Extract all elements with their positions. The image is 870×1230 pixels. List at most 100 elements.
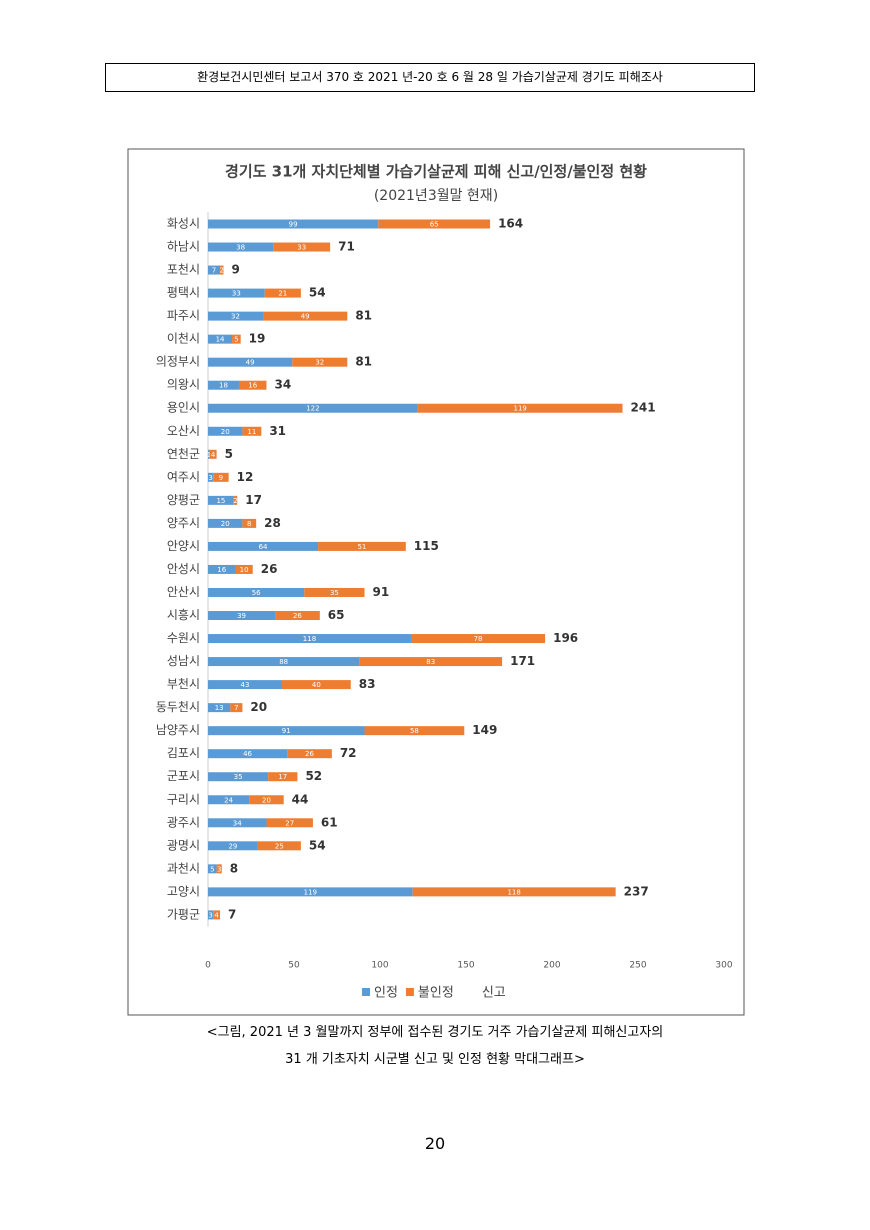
y-tick-label: 광주시	[167, 815, 200, 829]
bar-label: 33	[297, 244, 306, 252]
bar-label: 4	[211, 451, 216, 459]
bar-label: 3	[208, 911, 212, 919]
legend-label: 인정	[374, 986, 398, 1001]
y-tick-label: 과천시	[167, 860, 200, 875]
bar-segment	[412, 887, 616, 897]
y-tick-label: 여주시	[167, 470, 200, 484]
bar-label: 26	[305, 750, 314, 758]
bar-segment	[208, 219, 379, 229]
bar-label: 27	[285, 819, 294, 827]
bar-segment	[208, 472, 214, 482]
y-tick-label: 광명시	[167, 838, 200, 852]
bar-label: 38	[236, 244, 245, 252]
total-label: 115	[414, 539, 439, 553]
bar-label: 26	[293, 612, 302, 620]
bar-segment	[208, 541, 319, 551]
total-label: 12	[237, 470, 254, 484]
bar-segment	[410, 634, 546, 644]
chart-title: 경기도 31개 자치단체별 가습기살균제 피해 신고/인정/불인정 현황	[225, 163, 647, 181]
y-tick-label: 양평군	[167, 493, 200, 507]
bar-segment	[208, 910, 214, 920]
header: 환경보건시민센터 보고서 370 호 2021 년-20 호 6 월 28 일 …	[105, 63, 755, 92]
bar-label: 78	[474, 635, 483, 643]
bar-label: 119	[513, 405, 526, 413]
bar-segment	[292, 357, 348, 367]
total-label: 241	[631, 401, 656, 415]
bar-segment	[208, 380, 239, 390]
total-label: 196	[553, 631, 578, 645]
caption-line: 31 개 기초자치 시군별 신고 및 인정 현황 막대그래프>	[285, 1052, 585, 1067]
bar-segment	[208, 518, 243, 528]
bar-label: 8	[247, 520, 251, 528]
total-label: 72	[340, 746, 357, 760]
total-label: 5	[225, 447, 233, 461]
bar-label: 65	[430, 221, 439, 229]
bar-segment	[232, 334, 241, 344]
bar-label: 40	[312, 681, 321, 689]
bar-segment	[249, 795, 284, 805]
bar-segment	[208, 334, 233, 344]
total-label: 61	[321, 815, 338, 829]
bar-label: 25	[275, 842, 284, 850]
total-label: 171	[510, 654, 535, 668]
bar-segment	[208, 703, 231, 713]
bar-segment	[216, 864, 222, 874]
bar-segment	[208, 242, 274, 252]
bar-label: 49	[246, 359, 255, 367]
bar-label: 56	[252, 589, 261, 597]
y-tick-label: 성남시	[167, 654, 200, 668]
bar-label: 16	[217, 566, 226, 574]
bar-segment	[208, 265, 221, 275]
total-label: 81	[355, 309, 372, 323]
bar-segment	[208, 726, 365, 736]
bar-segment	[208, 311, 264, 321]
x-tick-label: 200	[543, 961, 560, 971]
bar-label: 51	[357, 543, 366, 551]
bar-segment	[230, 703, 243, 713]
x-tick-label: 100	[371, 961, 388, 971]
chart-frame	[127, 148, 745, 1016]
bar-label: 83	[426, 658, 435, 666]
bar-segment	[273, 242, 331, 252]
bar-label: 7	[234, 704, 238, 712]
bar-segment	[287, 749, 332, 759]
bar-segment	[364, 726, 465, 736]
chart-subtitle: (2021년3월말 현재)	[374, 188, 498, 204]
y-tick-label: 구리시	[167, 792, 200, 806]
bar-segment	[208, 426, 243, 436]
bar-label: 35	[234, 773, 243, 781]
bar-label: 58	[410, 727, 419, 735]
y-tick-label: 부천시	[167, 676, 200, 691]
bar-label: 29	[228, 842, 237, 850]
bar-label: 91	[282, 727, 291, 735]
y-tick-label: 시흥시	[167, 608, 200, 622]
bar-segment	[208, 841, 258, 851]
bar-label: 14	[216, 336, 225, 344]
x-tick-label: 250	[629, 961, 646, 971]
total-label: 52	[305, 769, 322, 783]
bar-segment	[208, 657, 360, 667]
y-tick-label: 안산시	[167, 585, 200, 599]
bar-label: 34	[233, 819, 242, 827]
bar-label: 35	[330, 589, 339, 597]
bar-label: 49	[301, 313, 310, 321]
legend-label: 불인정	[418, 986, 454, 1001]
y-tick-label: 용인시	[167, 401, 200, 415]
bar-segment	[208, 495, 234, 505]
bar-label: 32	[315, 359, 324, 367]
total-label: 9	[231, 263, 239, 277]
y-tick-label: 이천시	[167, 331, 200, 346]
y-tick-label: 안양시	[167, 539, 200, 553]
bar-label: 118	[303, 635, 316, 643]
x-tick-label: 300	[715, 961, 732, 971]
y-tick-label: 화성시	[167, 217, 200, 231]
total-label: 83	[359, 677, 376, 691]
bar-segment	[264, 288, 301, 298]
bar-segment	[304, 587, 365, 597]
total-label: 19	[249, 332, 266, 346]
y-tick-label: 고양시	[167, 884, 200, 898]
bar-label: 33	[232, 290, 241, 298]
total-label: 71	[338, 240, 355, 254]
y-tick-label: 의정부시	[156, 355, 200, 369]
